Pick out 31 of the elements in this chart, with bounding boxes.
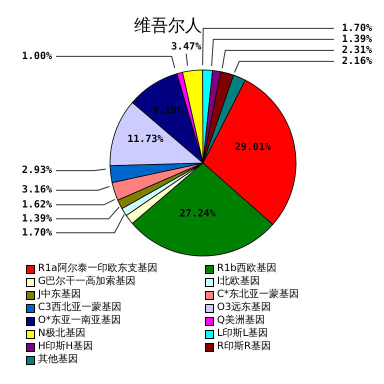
data-label: 3.16% <box>22 184 52 196</box>
legend-label: R1a阿尔泰一印欧东支基因 <box>38 263 158 275</box>
legend-label: Q美洲基因 <box>217 315 265 327</box>
data-label: 1.39% <box>22 213 52 224</box>
data-label: 29.01% <box>234 142 271 154</box>
data-label: 11.73% <box>127 134 164 145</box>
data-label: 1.70% <box>342 22 372 34</box>
data-label: 9.19% <box>152 106 183 117</box>
legend-label: 其他基因 <box>38 354 78 366</box>
legend-label: I北欧基因 <box>217 276 260 288</box>
legend-label: L印斯L基因 <box>217 328 268 340</box>
data-label: 1.39% <box>342 34 372 45</box>
data-label: 2.31% <box>342 44 372 56</box>
legend-label: R1b西欧基因 <box>217 263 277 275</box>
data-label: 3.47% <box>171 42 202 53</box>
legend-label: O3远东基因 <box>217 302 272 314</box>
data-label: 1.70% <box>22 227 52 238</box>
legend-label: O*东亚一南亚基因 <box>38 315 121 327</box>
legend-label: R印斯R基因 <box>217 341 271 353</box>
chart-title: 维吾尔人 <box>134 15 202 37</box>
data-label: 1.00% <box>22 50 52 62</box>
legend-label: C*东北亚一蒙基因 <box>217 289 299 301</box>
legend-label: G巴尔干一高加索基因 <box>38 276 136 288</box>
data-label: 27.24% <box>179 208 216 220</box>
legend-label: J中东基因 <box>38 289 81 301</box>
legend-label: C3西北亚一蒙基因 <box>38 302 122 314</box>
data-label: 1.62% <box>22 199 52 210</box>
data-label: 2.16% <box>342 56 372 67</box>
legend-label: H印斯H基因 <box>38 341 94 353</box>
legend-label: N极北基因 <box>38 328 86 340</box>
data-label: 2.93% <box>22 165 52 176</box>
